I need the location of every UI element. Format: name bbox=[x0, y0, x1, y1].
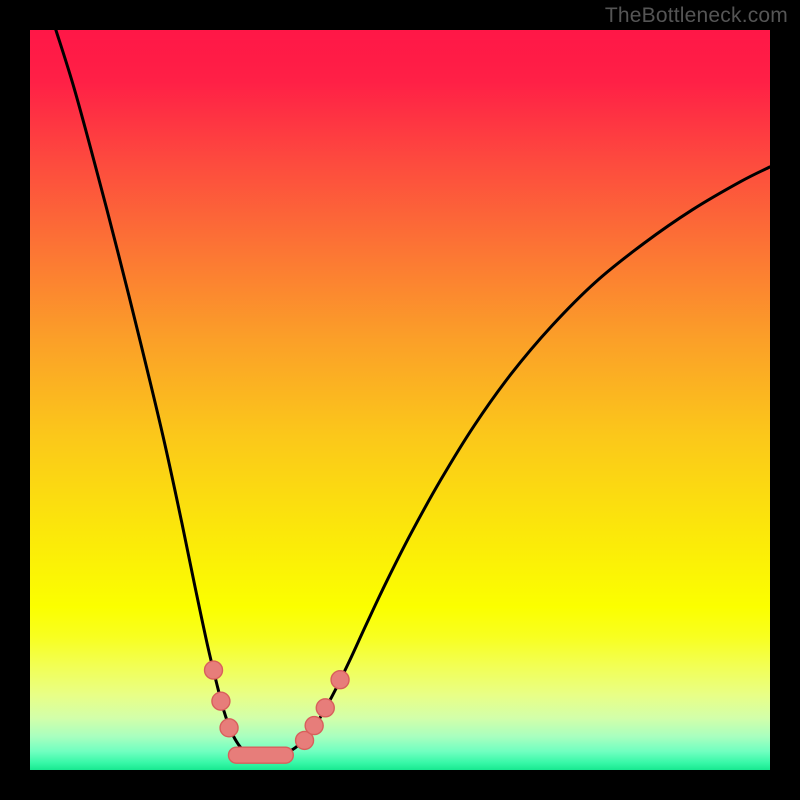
marker-dot bbox=[331, 671, 349, 689]
marker-dot bbox=[220, 719, 238, 737]
chart-canvas bbox=[0, 0, 800, 800]
marker-dot bbox=[212, 692, 230, 710]
marker-dot bbox=[305, 717, 323, 735]
valley-floor-marker bbox=[228, 747, 293, 763]
marker-dot bbox=[205, 661, 223, 679]
watermark-label: TheBottleneck.com bbox=[605, 4, 788, 28]
marker-dot bbox=[316, 699, 334, 717]
plot-background-gradient bbox=[30, 30, 770, 770]
